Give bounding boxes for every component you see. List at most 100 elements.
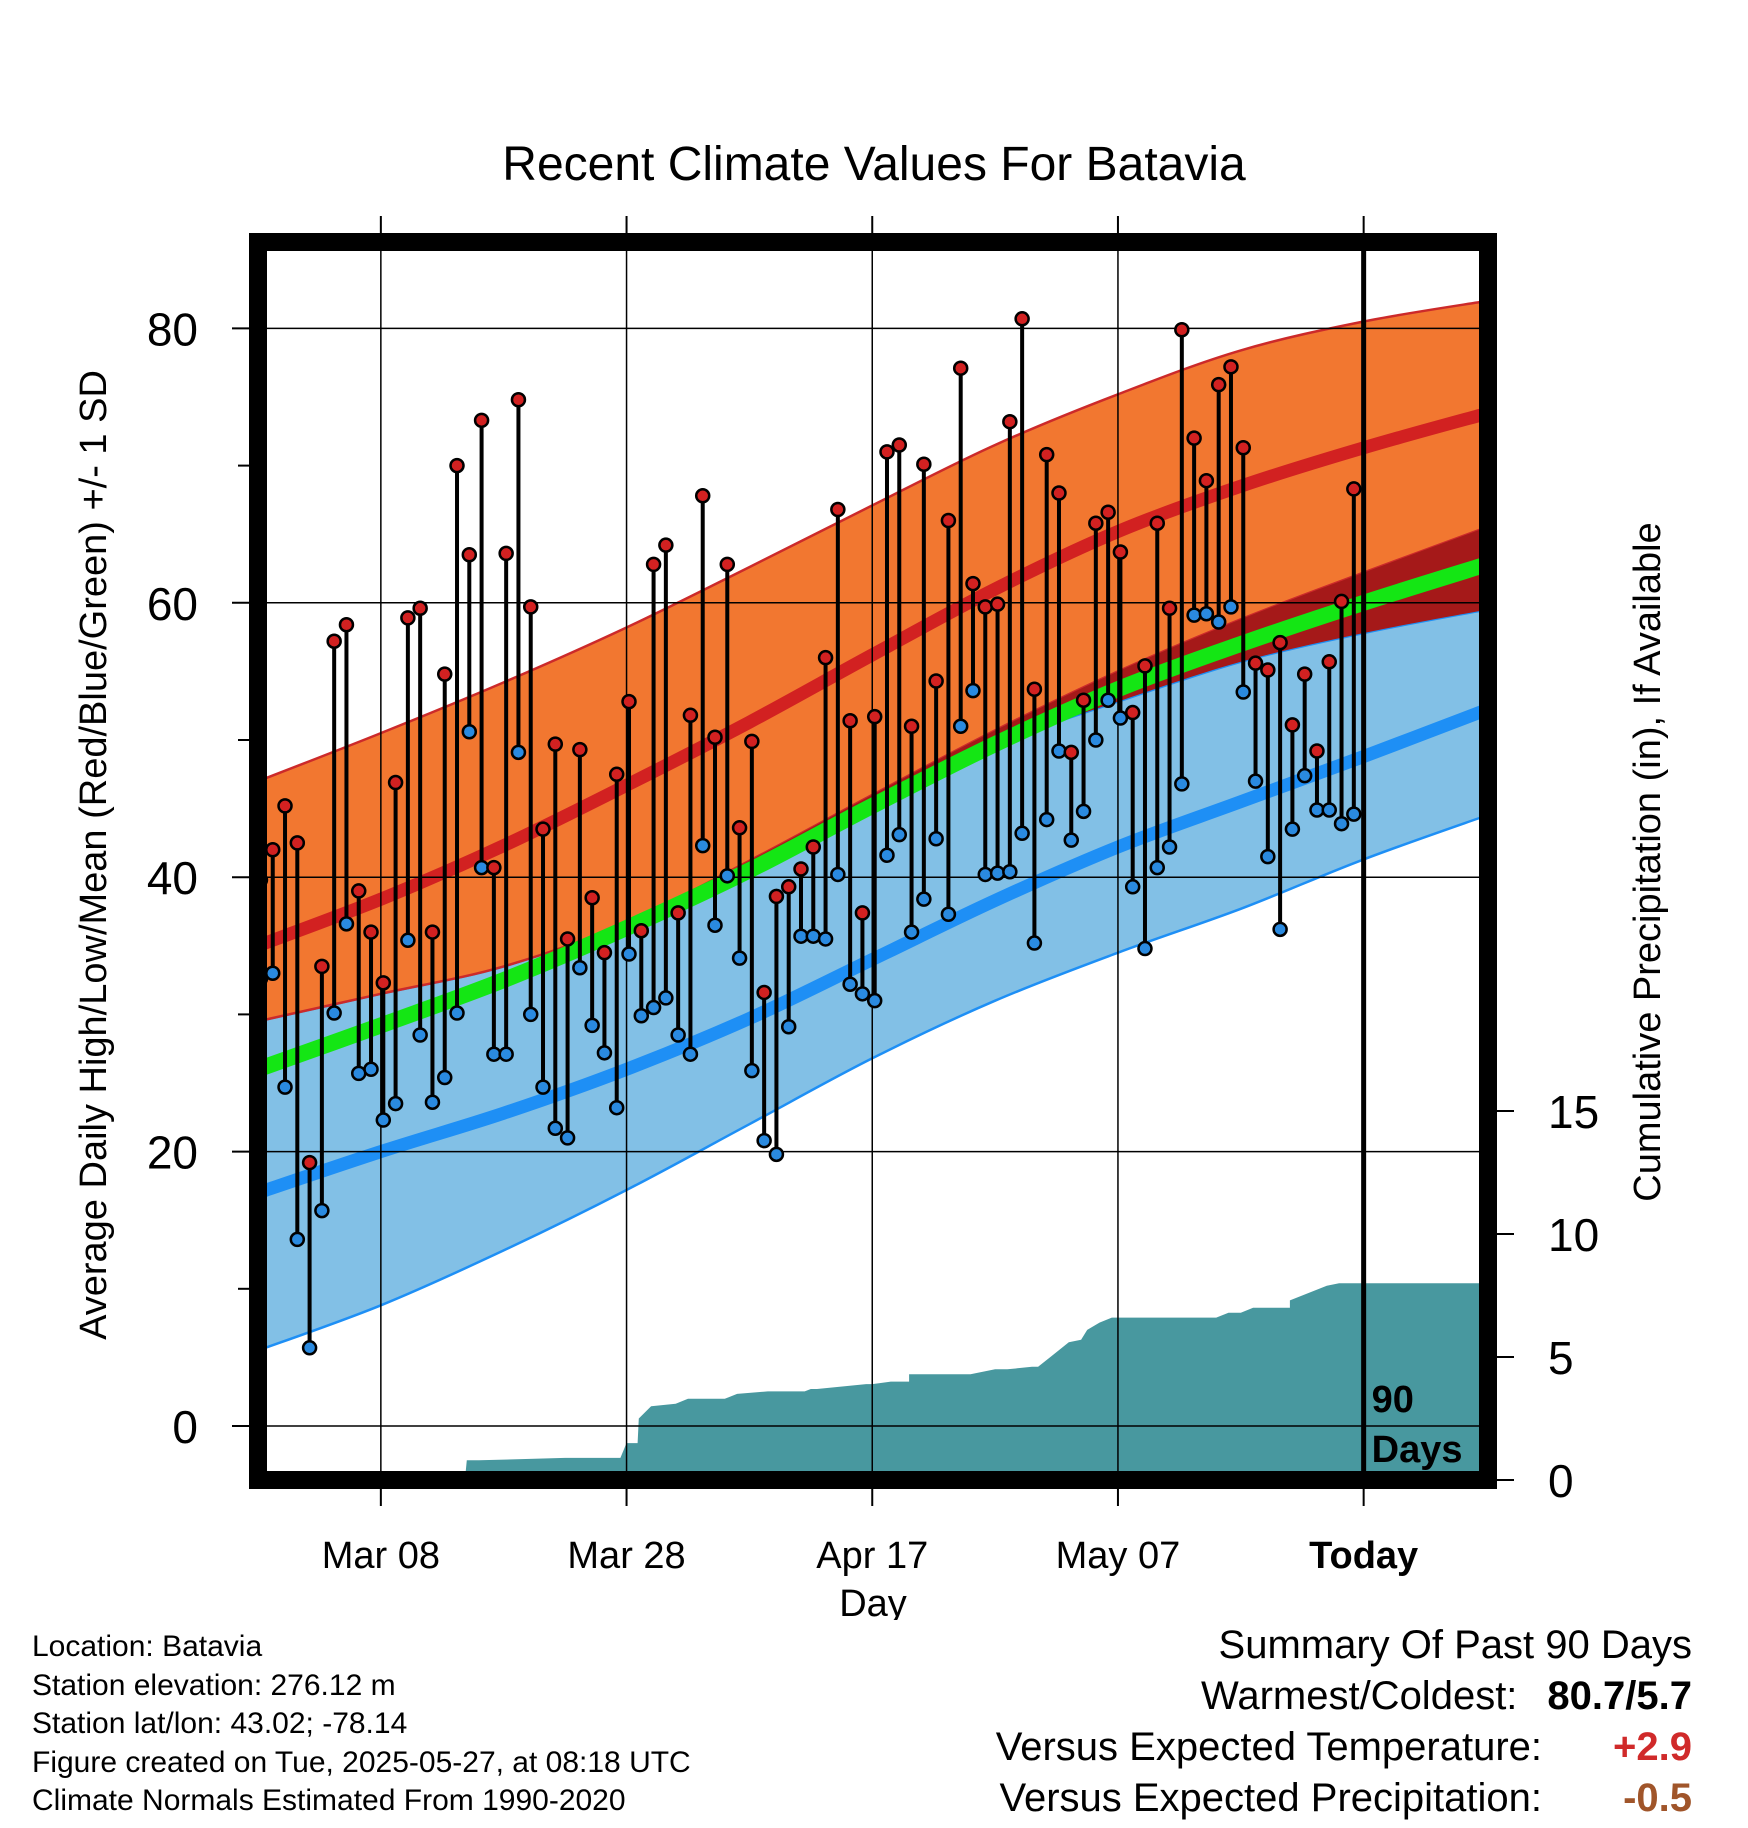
today-days-label: Days: [1372, 1429, 1463, 1471]
daily-high-point: [1321, 654, 1338, 670]
daily-low-point: [952, 718, 969, 735]
daily-high-point: [1223, 359, 1239, 375]
daily-high-point: [682, 707, 699, 724]
daily-high-point: [817, 649, 834, 666]
plot-area: 90 Days 0 20 40 60 80 0 5 10 15 Mar 08 Mar 28 Apr 17 M…: [147, 216, 1599, 1577]
y-tick-label: 0: [172, 1401, 198, 1453]
daily-high-point: [1124, 704, 1141, 721]
daily-low-point: [928, 831, 944, 847]
daily-low-point: [621, 946, 637, 962]
daily-low-point: [1038, 811, 1055, 828]
y-axis-label: Average Daily High/Low/Mean (Red/Blue/Gr…: [73, 370, 115, 1340]
daily-high-point: [1210, 376, 1227, 393]
daily-low-point: [1161, 839, 1178, 855]
daily-low-point: [866, 992, 883, 1009]
daily-low-point: [264, 965, 281, 981]
daily-high-point: [559, 931, 576, 947]
daily-high-point: [1137, 658, 1153, 674]
daily-low-point: [400, 932, 416, 949]
daily-low-point: [768, 1146, 785, 1163]
daily-low-point: [1075, 803, 1092, 820]
daily-high-point: [965, 575, 981, 592]
daily-high-point: [1333, 593, 1350, 610]
daily-low-point: [842, 976, 858, 992]
daily-high-point: [1284, 717, 1301, 733]
daily-high-point: [596, 944, 613, 961]
daily-low-point: [424, 1094, 441, 1110]
warmest-coldest-value: 80.7/5.7: [1547, 1674, 1692, 1718]
daily-high-point: [633, 922, 650, 939]
daily-high-point: [1161, 600, 1178, 617]
daily-low-point: [903, 924, 920, 940]
daily-high-point: [1088, 515, 1104, 531]
x-tick-label: Apr 17: [816, 1535, 928, 1577]
daily-low-point: [965, 682, 981, 699]
daily-high-point: [1063, 744, 1080, 761]
daily-high-point: [952, 360, 969, 376]
daily-high-point: [301, 1154, 318, 1171]
daily-low-point: [326, 1005, 342, 1021]
daily-low-point: [756, 1132, 772, 1149]
daily-low-point: [596, 1045, 613, 1061]
daily-high-point: [522, 599, 539, 615]
daily-high-point: [1075, 692, 1092, 708]
daily-low-point: [694, 837, 711, 854]
daily-low-point: [363, 1061, 379, 1078]
summary-temperature: Versus Expected Temperature: +2.9: [996, 1722, 1692, 1773]
daily-low-point: [1247, 773, 1264, 789]
daily-high-point: [805, 839, 822, 855]
daily-high-point: [768, 888, 785, 905]
daily-high-point: [289, 835, 306, 851]
daily-high-point: [891, 437, 908, 453]
daily-high-point: [486, 859, 502, 876]
daily-low-point: [805, 928, 822, 944]
y-tick-label: 60: [147, 578, 198, 630]
daily-high-point: [387, 774, 404, 791]
daily-low-point: [277, 1079, 293, 1095]
daily-high-point: [842, 713, 858, 729]
daily-low-point: [1210, 614, 1227, 630]
daily-low-point: [375, 1112, 392, 1128]
daily-high-point: [694, 488, 711, 504]
station-info: Location: Batavia Station elevation: 276…: [32, 1628, 691, 1821]
daily-low-point: [535, 1079, 551, 1095]
daily-low-point: [1223, 599, 1239, 615]
daily-low-point: [412, 1027, 428, 1043]
daily-high-point: [547, 736, 564, 752]
daily-low-point: [1333, 815, 1350, 832]
summary-title: Summary Of Past 90 Days: [1218, 1623, 1692, 1667]
y2-axis-label: Cumulative Precipitation (in), If Availa…: [1627, 522, 1669, 1201]
daily-high-point: [1260, 662, 1276, 678]
y2-tick-label: 15: [1548, 1086, 1599, 1138]
daily-low-point: [1124, 879, 1141, 895]
daily-low-point: [633, 1008, 650, 1024]
daily-high-point: [928, 673, 944, 689]
daily-low-point: [289, 1231, 306, 1248]
daily-high-point: [621, 693, 637, 710]
daily-low-point: [498, 1046, 514, 1062]
daily-low-point: [719, 868, 736, 884]
daily-low-point: [608, 1099, 625, 1116]
daily-high-point: [314, 958, 330, 975]
daily-high-point: [584, 890, 600, 906]
daily-high-point: [830, 501, 846, 518]
daily-high-point: [608, 766, 625, 783]
daily-high-point: [400, 610, 416, 626]
x-tick-label: May 07: [1056, 1535, 1181, 1577]
daily-high-point: [264, 842, 281, 858]
daily-high-point: [1002, 413, 1018, 430]
daily-low-point: [1051, 743, 1067, 759]
daily-high-point: [719, 556, 736, 573]
daily-high-point: [473, 412, 490, 429]
daily-low-point: [1198, 606, 1215, 622]
daily-high-point: [1014, 311, 1030, 327]
summary-precipitation: Versus Expected Precipitation: -0.5: [996, 1773, 1692, 1824]
daily-low-point: [461, 724, 478, 740]
daily-low-point: [879, 847, 895, 863]
daily-low-point: [1284, 821, 1301, 837]
daily-low-point: [572, 960, 588, 976]
daily-high-point: [866, 708, 883, 725]
daily-high-point: [658, 537, 674, 553]
daily-low-point: [670, 1027, 686, 1043]
daily-low-point: [301, 1340, 318, 1356]
